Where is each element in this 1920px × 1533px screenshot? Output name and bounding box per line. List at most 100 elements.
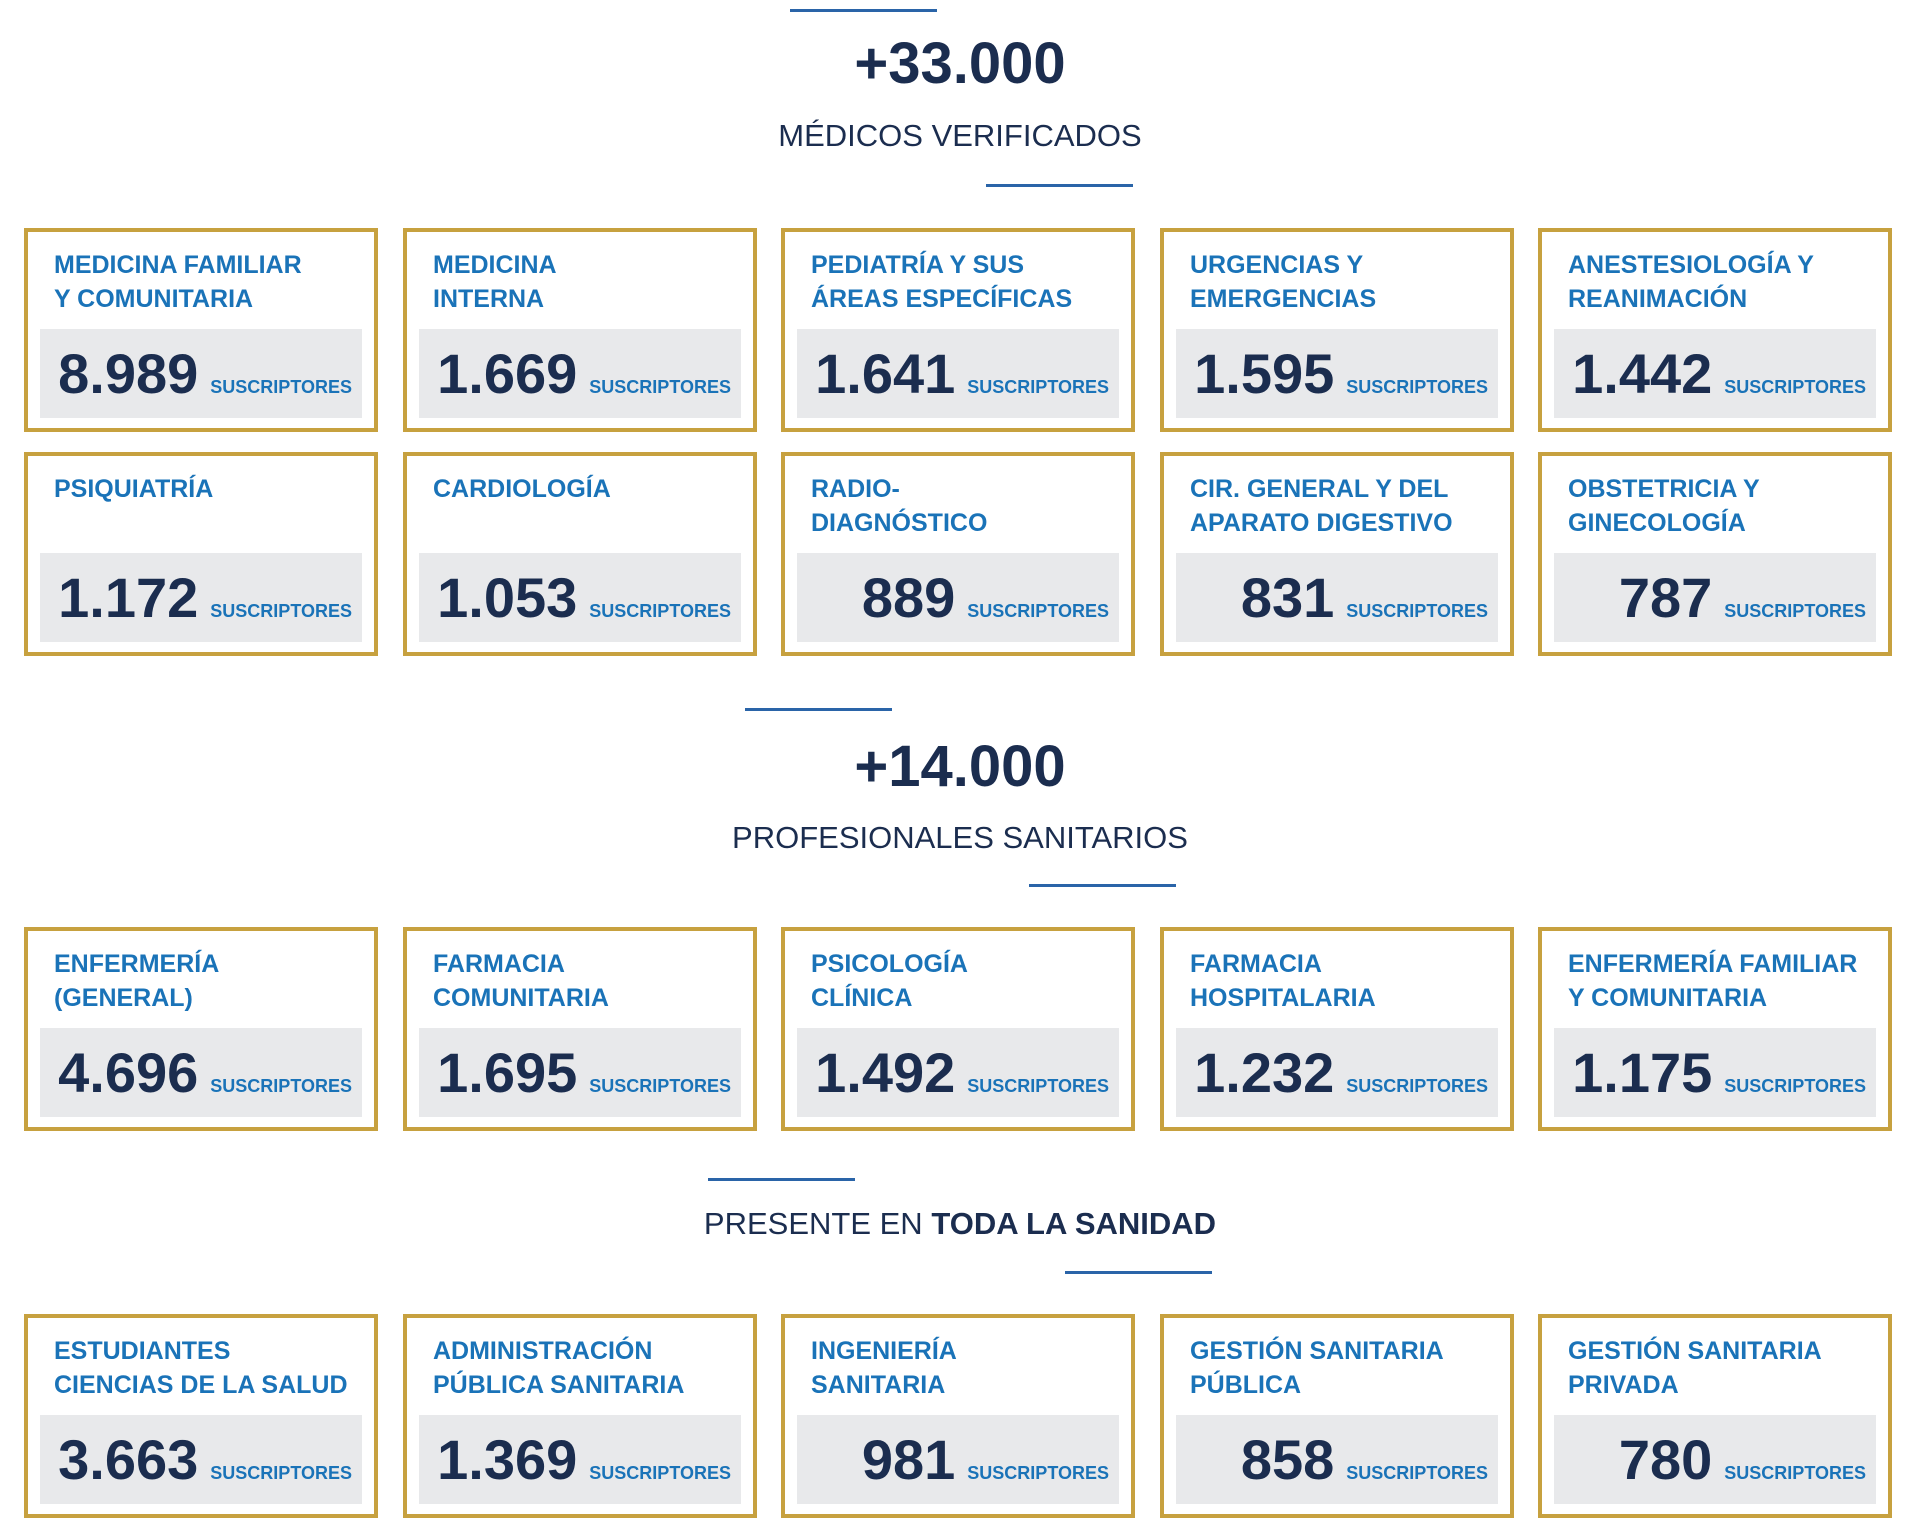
subscriber-unit: SUSCRIPTORES [589, 1076, 731, 1096]
card: INGENIERÍA SANITARIA 981 SUSCRIPTORES [781, 1314, 1135, 1518]
subscriber-count: 787 [1618, 566, 1713, 629]
card-title: ESTUDIANTES CIENCIAS DE LA SALUD [54, 1334, 348, 1402]
card: CARDIOLOGÍA 1.053 SUSCRIPTORES [403, 452, 757, 656]
stat-box: 1.232 SUSCRIPTORES [1176, 1028, 1498, 1117]
subscriber-count: 1.595 [1194, 342, 1335, 405]
card-title-line: OBSTETRICIA Y [1568, 475, 1760, 503]
subscriber-unit: SUSCRIPTORES [210, 377, 352, 397]
stat-box: 1.175 SUSCRIPTORES [1554, 1028, 1876, 1117]
stat-box: 8.989 SUSCRIPTORES [40, 329, 362, 418]
card-title: CIR. GENERAL Y DEL APARATO DIGESTIVO [1190, 472, 1453, 540]
divider [1065, 1271, 1212, 1274]
card: URGENCIAS Y EMERGENCIAS 1.595 SUSCRIPTORES [1160, 228, 1514, 432]
stat-box: 1.641 SUSCRIPTORES [797, 329, 1119, 418]
card-title-line: (GENERAL) [54, 984, 193, 1012]
subtitle-text: PRESENTE EN [703, 1206, 923, 1241]
card-title: PSICOLOGÍA CLÍNICA [811, 947, 968, 1015]
card-title: GESTIÓN SANITARIA PÚBLICA [1190, 1334, 1444, 1402]
subscriber-unit: SUSCRIPTORES [1346, 1463, 1488, 1483]
subscriber-count: 1.369 [437, 1428, 578, 1491]
stat-box: 1.492 SUSCRIPTORES [797, 1028, 1119, 1117]
subscriber-count: 1.442 [1572, 342, 1713, 405]
subscriber-unit: SUSCRIPTORES [967, 1076, 1109, 1096]
card-title-line: GINECOLOGÍA [1568, 509, 1746, 537]
subtitle-text: MÉDICOS VERIFICADOS [778, 118, 1142, 153]
stat-box: 858 SUSCRIPTORES [1176, 1415, 1498, 1504]
divider [986, 184, 1133, 187]
card: PSIQUIATRÍA 1.172 SUSCRIPTORES [24, 452, 378, 656]
card: ENFERMERÍA FAMILIAR Y COMUNITARIA 1.175 SUS… [1538, 927, 1892, 1131]
card-title-line: EMERGENCIAS [1190, 285, 1377, 313]
card-title-line: PRIVADA [1568, 1371, 1679, 1399]
card-title-line: MEDICINA FAMILIAR [54, 251, 302, 279]
card-title: RADIO- DIAGNÓSTICO [811, 472, 987, 540]
subscriber-unit: SUSCRIPTORES [967, 1463, 1109, 1483]
stat-box: 4.696 SUSCRIPTORES [40, 1028, 362, 1117]
card: GESTIÓN SANITARIA PÚBLICA 858 SUSCRIPTORES [1160, 1314, 1514, 1518]
card-title: ANESTESIOLOGÍA Y REANIMACIÓN [1568, 248, 1814, 316]
subtitle: PRESENTE EN TODA LA SANIDAD [0, 1206, 1920, 1242]
card-title-line: RADIO- [811, 475, 900, 503]
card-title-line: REANIMACIÓN [1568, 285, 1748, 313]
card-title-line: PÚBLICA [1190, 1371, 1302, 1399]
stat-box: 787 SUSCRIPTORES [1554, 553, 1876, 642]
subscriber-unit: SUSCRIPTORES [589, 377, 731, 397]
subscriber-unit: SUSCRIPTORES [210, 601, 352, 621]
stat-box: 831 SUSCRIPTORES [1176, 553, 1498, 642]
card-title-line: CIENCIAS DE LA SALUD [54, 1371, 348, 1399]
card: ADMINISTRACIÓN PÚBLICA SANITARIA 1.369 SUSC… [403, 1314, 757, 1518]
card-title: MEDICINA INTERNA [433, 248, 557, 316]
card-title: MEDICINA FAMILIAR Y COMUNITARIA [54, 248, 302, 316]
card-title-line: MEDICINA [433, 251, 557, 279]
subscriber-unit: SUSCRIPTORES [1724, 377, 1866, 397]
card-title-line: PSICOLOGÍA [811, 950, 968, 978]
stat-box: 1.695 SUSCRIPTORES [419, 1028, 741, 1117]
subscriber-count: 8.989 [58, 342, 199, 405]
subtitle-text: PROFESIONALES SANITARIOS [732, 820, 1188, 855]
subscriber-unit: SUSCRIPTORES [1724, 1463, 1866, 1483]
card: MEDICINA FAMILIAR Y COMUNITARIA 8.989 SUSCR… [24, 228, 378, 432]
card-title: OBSTETRICIA Y GINECOLOGÍA [1568, 472, 1760, 540]
subscriber-count: 1.695 [437, 1041, 578, 1104]
card-title: CARDIOLOGÍA [433, 472, 611, 506]
card-title-line: ENFERMERÍA FAMILIAR [1568, 950, 1858, 978]
card-title-line: CLÍNICA [811, 984, 913, 1012]
subscriber-count: 831 [1240, 566, 1335, 629]
card-title: PSIQUIATRÍA [54, 472, 213, 506]
stat-box: 1.053 SUSCRIPTORES [419, 553, 741, 642]
subscriber-unit: SUSCRIPTORES [1346, 1076, 1488, 1096]
subscriber-count: 858 [1240, 1428, 1335, 1491]
card: FARMACIA COMUNITARIA 1.695 SUSCRIPTORES [403, 927, 757, 1131]
card: ANESTESIOLOGÍA Y REANIMACIÓN 1.442 SUSCRIPT… [1538, 228, 1892, 432]
card-title: FARMACIA HOSPITALARIA [1190, 947, 1376, 1015]
card: ENFERMERÍA (GENERAL) 4.696 SUSCRIPTORES [24, 927, 378, 1131]
subscriber-unit: SUSCRIPTORES [1346, 601, 1488, 621]
stat-box: 3.663 SUSCRIPTORES [40, 1415, 362, 1504]
card-title-line: GESTIÓN SANITARIA [1190, 1337, 1444, 1365]
stat-box: 1.172 SUSCRIPTORES [40, 553, 362, 642]
subscriber-count: 3.663 [58, 1428, 199, 1491]
subtitle: MÉDICOS VERIFICADOS [0, 118, 1920, 154]
divider [745, 708, 892, 711]
card-title: ENFERMERÍA (GENERAL) [54, 947, 219, 1015]
card: OBSTETRICIA Y GINECOLOGÍA 787 SUSCRIPTORES [1538, 452, 1892, 656]
card-title-line: PÚBLICA SANITARIA [433, 1371, 685, 1399]
subscriber-count: 4.696 [58, 1041, 199, 1104]
subscriber-unit: SUSCRIPTORES [1346, 377, 1488, 397]
subscriber-count: 1.232 [1194, 1041, 1335, 1104]
card: RADIO- DIAGNÓSTICO 889 SUSCRIPTORES [781, 452, 1135, 656]
card: PEDIATRÍA Y SUS ÁREAS ESPECÍFICAS 1.641 SUS… [781, 228, 1135, 432]
card-title-line: APARATO DIGESTIVO [1190, 509, 1453, 537]
subscriber-count: 1.175 [1572, 1041, 1713, 1104]
card-title-line: PEDIATRÍA Y SUS [811, 251, 1025, 279]
card-title-line: URGENCIAS Y [1190, 251, 1364, 279]
subscriber-unit: SUSCRIPTORES [589, 601, 731, 621]
stat-box: 1.595 SUSCRIPTORES [1176, 329, 1498, 418]
card-title: URGENCIAS Y EMERGENCIAS [1190, 248, 1376, 316]
subtitle-bold: TODA LA SANIDAD [931, 1206, 1217, 1241]
card: FARMACIA HOSPITALARIA 1.232 SUSCRIPTORES [1160, 927, 1514, 1131]
subscriber-unit: SUSCRIPTORES [210, 1463, 352, 1483]
card-title: FARMACIA COMUNITARIA [433, 947, 609, 1015]
subscriber-unit: SUSCRIPTORES [589, 1463, 731, 1483]
